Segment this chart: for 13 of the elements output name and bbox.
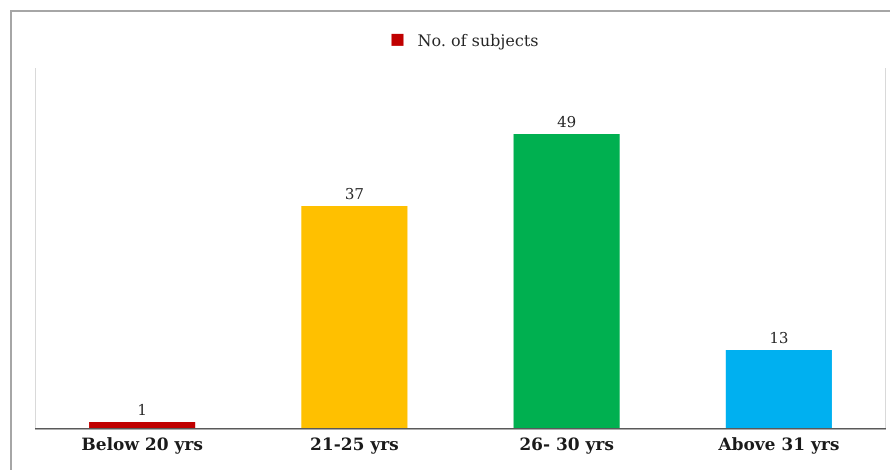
x-tick-label: Above 31 yrs <box>717 434 840 455</box>
data-label: 37 <box>344 185 364 203</box>
bar <box>301 206 408 428</box>
data-label: 13 <box>769 329 788 347</box>
bar <box>726 350 832 428</box>
x-tick-label: Below 20 yrs <box>81 434 203 455</box>
bar <box>514 134 620 428</box>
x-tick-label: 21-25 yrs <box>310 434 399 455</box>
legend-label: No. of subjects <box>418 31 538 50</box>
data-label: 1 <box>137 401 147 419</box>
bar <box>89 422 196 428</box>
data-label: 49 <box>557 113 576 131</box>
x-tick-label: 26- 30 yrs <box>519 434 614 455</box>
